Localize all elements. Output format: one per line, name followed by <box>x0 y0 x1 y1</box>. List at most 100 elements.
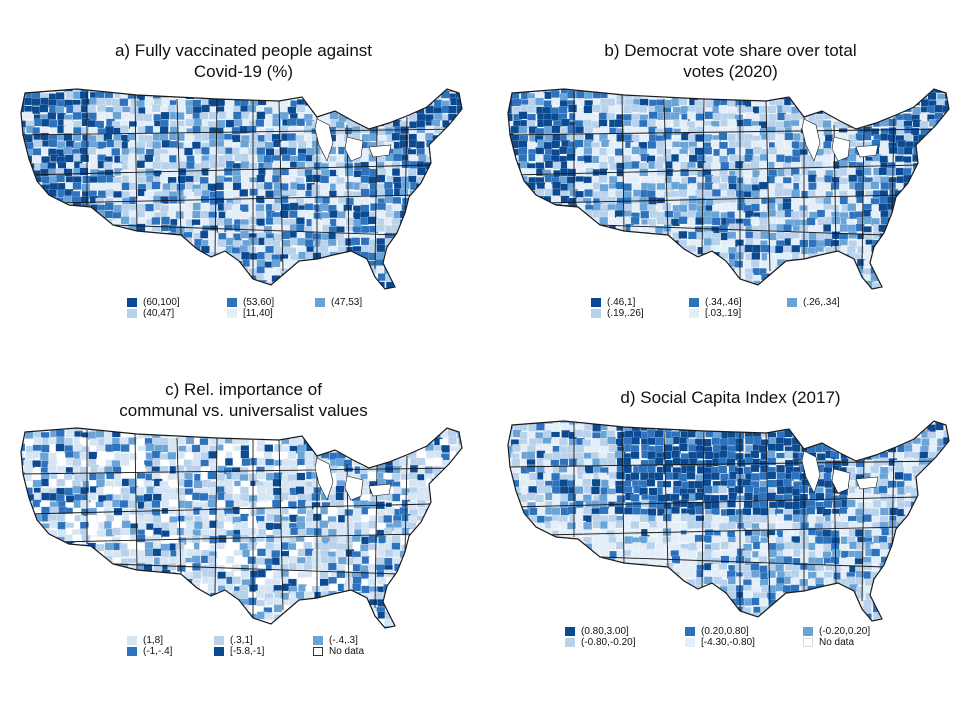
county-cell <box>511 245 521 254</box>
county-cell <box>639 134 649 143</box>
county-cell <box>415 572 425 580</box>
county-cell <box>671 181 680 190</box>
county-cell <box>224 457 234 466</box>
county-cell <box>766 253 776 262</box>
county-cell <box>953 247 959 255</box>
county-cell <box>55 106 65 114</box>
county-cell <box>952 135 959 143</box>
county-cell <box>823 141 833 150</box>
county-cell <box>114 280 124 289</box>
county-cell <box>169 237 179 246</box>
county-cell <box>65 563 75 571</box>
county-cell <box>367 118 377 127</box>
county-cell <box>345 181 355 190</box>
county-cell <box>42 542 51 550</box>
county-cell <box>305 286 315 289</box>
county-cell <box>272 106 282 114</box>
legend-label: (47,53] <box>331 297 363 308</box>
county-cell <box>88 431 97 440</box>
county-cell <box>297 577 307 586</box>
county-cell <box>751 97 760 106</box>
county-cell <box>944 260 949 268</box>
county-cell <box>912 106 922 115</box>
county-cell <box>600 232 610 241</box>
county-cell <box>614 148 624 157</box>
county-cell <box>191 492 201 501</box>
county-cell <box>297 528 307 537</box>
county-cell <box>66 272 76 281</box>
county-cell <box>425 599 435 608</box>
county-cell <box>751 252 761 260</box>
county-cell <box>231 126 241 135</box>
county-cell <box>63 195 73 204</box>
county-cell <box>720 267 730 276</box>
county-cell <box>136 272 146 281</box>
county-cell <box>33 247 43 255</box>
county-cell <box>330 439 339 447</box>
county-cell <box>519 217 528 226</box>
county-cell <box>111 443 121 452</box>
county-cell <box>688 154 698 163</box>
county-cell <box>135 286 145 289</box>
county-cell <box>231 471 241 480</box>
county-cell <box>151 428 161 433</box>
county-cell <box>807 267 817 275</box>
county-cell <box>927 135 937 143</box>
county-cell <box>216 119 226 128</box>
county-cell <box>800 89 810 92</box>
county-cell <box>638 259 648 268</box>
county-cell <box>431 579 441 587</box>
county-cell <box>510 197 520 206</box>
county-cell <box>678 266 688 275</box>
county-cell <box>417 437 427 446</box>
county-cell <box>21 493 25 501</box>
county-cell <box>527 279 537 288</box>
county-cell <box>704 155 714 164</box>
county-cell <box>888 127 898 136</box>
county-cell <box>508 168 513 177</box>
county-cell <box>240 139 250 148</box>
county-cell <box>712 259 722 268</box>
county-cell <box>183 428 193 432</box>
county-cell <box>42 204 52 213</box>
county-cell <box>191 444 201 453</box>
county-cell <box>288 570 298 579</box>
county-cell <box>814 99 824 108</box>
county-cell <box>415 191 425 200</box>
county-cell <box>646 259 656 267</box>
county-cell <box>25 265 35 274</box>
county-cell <box>161 97 171 106</box>
county-cell <box>152 267 162 276</box>
county-cell <box>400 226 410 234</box>
county-cell <box>183 599 193 608</box>
county-cell <box>418 576 428 585</box>
county-cell <box>321 444 331 453</box>
county-cell <box>408 535 418 544</box>
county-cell <box>175 133 185 142</box>
county-cell <box>552 161 562 170</box>
county-cell <box>40 196 49 204</box>
county-cell <box>200 160 210 169</box>
county-cell <box>431 515 441 523</box>
county-cell <box>98 246 107 255</box>
county-cell <box>455 591 462 600</box>
county-cell <box>144 98 154 107</box>
county-cell <box>90 590 100 599</box>
county-cell <box>121 182 131 191</box>
county-cell <box>519 231 529 239</box>
county-cell <box>711 189 721 197</box>
county-cell <box>777 281 786 289</box>
county-cell <box>665 168 675 177</box>
county-cell <box>129 281 139 289</box>
county-cell <box>456 168 462 177</box>
county-cell <box>311 555 321 564</box>
county-cell <box>894 89 904 92</box>
county-cell <box>192 202 202 211</box>
county-cell <box>121 428 131 432</box>
county-cell <box>72 133 82 142</box>
county-cell <box>942 231 949 240</box>
state-boundary <box>663 98 669 236</box>
county-cell <box>464 211 472 219</box>
county-cell <box>65 279 75 288</box>
county-cell <box>464 467 472 475</box>
